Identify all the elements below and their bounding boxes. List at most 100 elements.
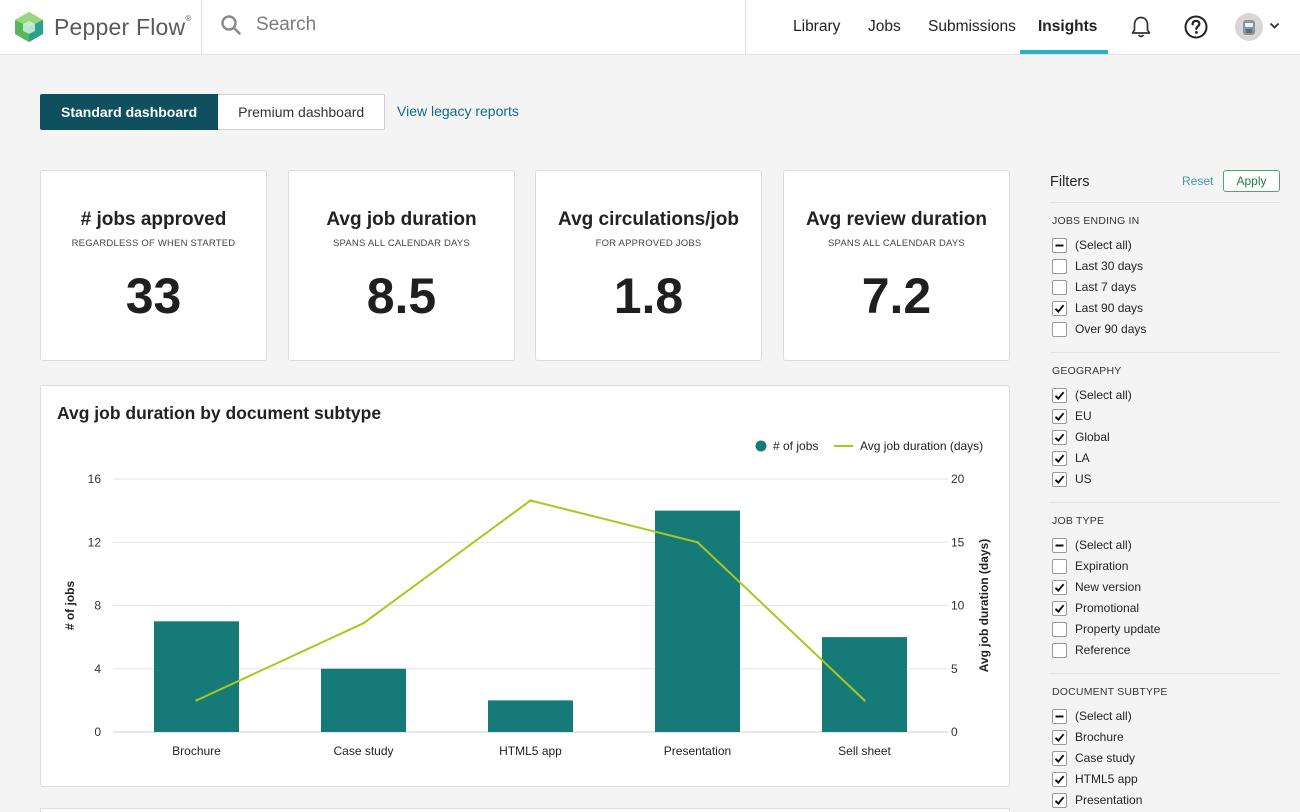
- filter-option[interactable]: Expiration: [1052, 558, 1128, 574]
- checkmark-icon: [1054, 775, 1065, 784]
- checkbox-checked[interactable]: [1052, 450, 1067, 466]
- checkbox-checked[interactable]: [1052, 387, 1067, 403]
- filter-option[interactable]: US: [1052, 471, 1092, 487]
- filter-option[interactable]: (Select all): [1052, 537, 1132, 553]
- checkbox-unchecked[interactable]: [1052, 621, 1067, 637]
- filter-group-title: JOBS ENDING IN: [1052, 215, 1140, 227]
- checkbox-partial[interactable]: [1052, 708, 1067, 724]
- nav-library[interactable]: Library: [793, 18, 841, 35]
- nav-active-indicator: [1020, 50, 1108, 54]
- x-tick-label: HTML5 app: [499, 744, 562, 758]
- filter-group-separator: [1050, 352, 1280, 353]
- filter-option[interactable]: (Select all): [1052, 237, 1132, 253]
- chart-card: Avg job duration by document subtype 0 4 8…: [40, 385, 1010, 787]
- checkmark-icon: [1054, 412, 1065, 421]
- kpi-title: Avg review duration: [806, 209, 987, 230]
- filter-option-label: Brochure: [1075, 730, 1124, 744]
- y-tick-label: 4: [94, 662, 101, 676]
- kpi-value: 8.5: [366, 268, 437, 324]
- bar: [154, 621, 239, 732]
- avatar[interactable]: [1234, 12, 1264, 42]
- filter-option[interactable]: Brochure: [1052, 729, 1124, 745]
- tab-standard-dashboard[interactable]: Standard dashboard: [40, 94, 219, 130]
- nav-insights[interactable]: Insights: [1038, 18, 1098, 35]
- filter-option[interactable]: (Select all): [1052, 387, 1132, 403]
- filter-option-label: Reference: [1075, 643, 1131, 657]
- kpi-subtitle: FOR APPROVED JOBS: [595, 238, 702, 249]
- header-divider: [745, 0, 746, 55]
- line-point: [362, 622, 365, 625]
- filter-option[interactable]: Case study: [1052, 750, 1135, 766]
- filter-option-label: US: [1075, 472, 1092, 486]
- kpi-title: # jobs approved: [80, 209, 227, 230]
- checkbox-checked[interactable]: [1052, 300, 1067, 316]
- checkbox-checked[interactable]: [1052, 729, 1067, 745]
- nav-jobs[interactable]: Jobs: [868, 18, 901, 35]
- filters-apply-button[interactable]: Apply: [1223, 170, 1280, 192]
- checkbox-checked[interactable]: [1052, 429, 1067, 445]
- filter-option[interactable]: Last 30 days: [1052, 258, 1143, 274]
- search-bar: [220, 14, 696, 36]
- checkbox-unchecked[interactable]: [1052, 558, 1067, 574]
- bell-icon[interactable]: [1130, 15, 1152, 39]
- checkbox-checked[interactable]: [1052, 792, 1067, 808]
- checkbox-checked[interactable]: [1052, 579, 1067, 595]
- filter-option-label: (Select all): [1075, 238, 1132, 252]
- kpi-subtitle: SPANS ALL CALENDAR DAYS: [828, 238, 965, 249]
- legend-bar-swatch: [755, 440, 767, 452]
- checkbox-unchecked[interactable]: [1052, 258, 1067, 274]
- y-tick-label: 8: [94, 599, 101, 613]
- filter-option[interactable]: Global: [1052, 429, 1110, 445]
- line-point: [696, 541, 699, 544]
- checkmark-icon: [1054, 475, 1065, 484]
- filter-option[interactable]: Promotional: [1052, 600, 1139, 616]
- checkbox-partial[interactable]: [1052, 237, 1067, 253]
- checkmark-icon: [1054, 583, 1065, 592]
- help-icon[interactable]: [1184, 15, 1208, 39]
- filter-option[interactable]: EU: [1052, 408, 1092, 424]
- checkbox-unchecked[interactable]: [1052, 279, 1067, 295]
- y2-tick-label: 0: [951, 725, 958, 739]
- filter-option[interactable]: (Select all): [1052, 708, 1132, 724]
- pepper-flow-logo-icon: [15, 12, 43, 42]
- y-tick-label: 16: [88, 472, 102, 486]
- kpi-value: 33: [125, 268, 182, 324]
- search-input[interactable]: [256, 14, 696, 36]
- filter-option[interactable]: Property update: [1052, 621, 1160, 637]
- checkbox-checked[interactable]: [1052, 771, 1067, 787]
- filter-option[interactable]: Last 90 days: [1052, 300, 1143, 316]
- filter-option-label: HTML5 app: [1075, 772, 1138, 786]
- checkbox-checked[interactable]: [1052, 750, 1067, 766]
- chevron-down-icon[interactable]: [1269, 22, 1280, 30]
- top-bar: Pepper Flow® Library Jobs Submissions In…: [0, 0, 1300, 55]
- tab-premium-dashboard[interactable]: Premium dashboard: [218, 94, 386, 130]
- filter-group-separator: [1050, 673, 1280, 674]
- filter-option-label: Last 30 days: [1075, 259, 1144, 273]
- nav-submissions[interactable]: Submissions: [928, 18, 1016, 35]
- brand[interactable]: Pepper Flow®: [14, 10, 191, 44]
- checkbox-checked[interactable]: [1052, 471, 1067, 487]
- filter-option[interactable]: LA: [1052, 450, 1090, 466]
- filter-option[interactable]: New version: [1052, 579, 1141, 595]
- filter-option[interactable]: Last 7 days: [1052, 279, 1136, 295]
- y2-axis-label: Avg job duration (days): [977, 539, 991, 673]
- checkmark-icon: [1054, 433, 1065, 442]
- filter-option[interactable]: Over 90 days: [1052, 321, 1146, 337]
- checkbox-unchecked[interactable]: [1052, 642, 1067, 658]
- line-point: [195, 699, 198, 702]
- minus-icon: [1055, 715, 1064, 717]
- checkbox-checked[interactable]: [1052, 600, 1067, 616]
- filters-reset-link[interactable]: Reset: [1182, 174, 1214, 188]
- bar: [655, 510, 740, 732]
- filter-option[interactable]: Presentation: [1052, 792, 1142, 808]
- checkbox-unchecked[interactable]: [1052, 321, 1067, 337]
- minus-icon: [1055, 544, 1064, 546]
- checkbox-checked[interactable]: [1052, 408, 1067, 424]
- filter-option[interactable]: Reference: [1052, 642, 1130, 658]
- view-legacy-reports-link[interactable]: View legacy reports: [397, 103, 519, 119]
- checkbox-partial[interactable]: [1052, 537, 1067, 553]
- series-line: [196, 499, 866, 702]
- kpi-card-avg-review-duration: Avg review duration SPANS ALL CALENDAR D…: [783, 170, 1010, 361]
- kpi-value: 1.8: [613, 268, 684, 324]
- filter-option[interactable]: HTML5 app: [1052, 771, 1138, 787]
